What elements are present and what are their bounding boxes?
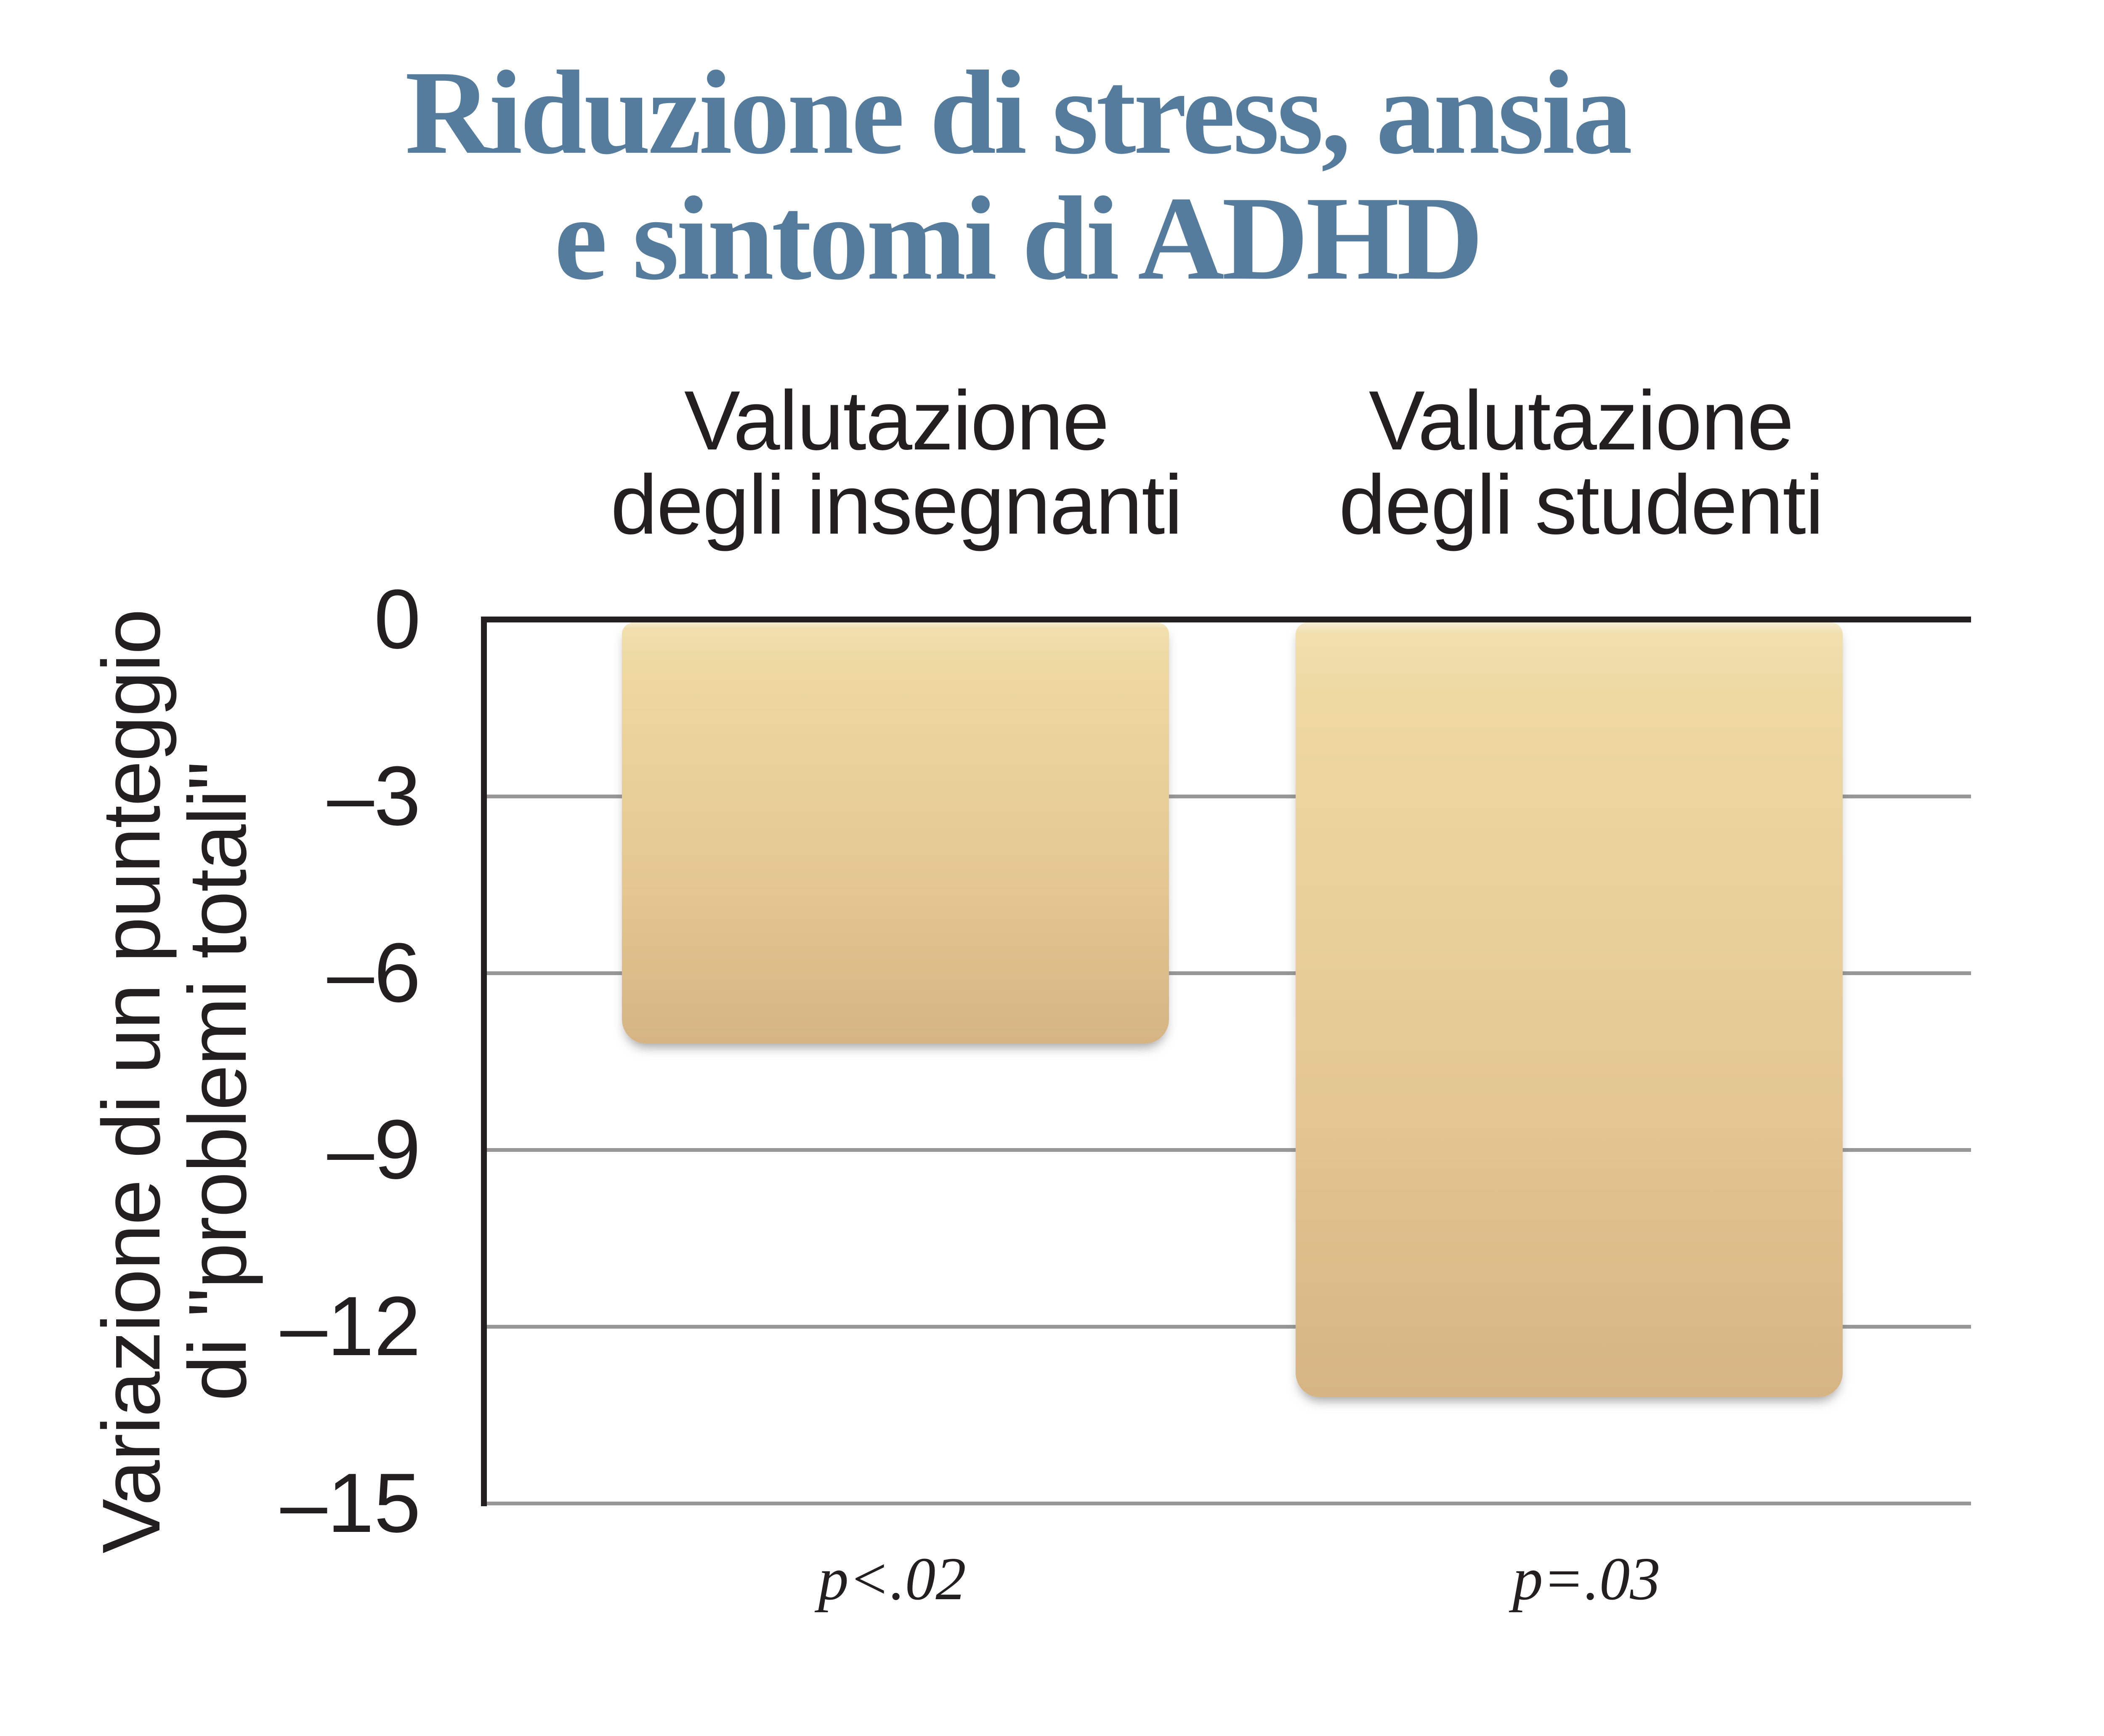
bar-1 bbox=[1296, 622, 1843, 1397]
p-value-label-1: p=.03 bbox=[1512, 1545, 1660, 1613]
p-value-label-0: p<.02 bbox=[818, 1545, 966, 1613]
column-header-0-line-1: degli insegnanti bbox=[611, 458, 1183, 552]
x-axis-zero-line bbox=[481, 617, 1971, 622]
column-header-1-line-0: Valutazione bbox=[1368, 374, 1794, 468]
chart-title: Riduzione di stress, ansia e sintomi di … bbox=[92, 46, 1943, 305]
chart-title-line-2: e sintomi di ADHD bbox=[554, 172, 1483, 305]
gridline--3 bbox=[484, 794, 1971, 798]
y-axis-line bbox=[481, 617, 487, 1506]
column-header-0: Valutazione degli insegnanti bbox=[433, 379, 1359, 547]
y-tick-label--15: –15 bbox=[280, 1456, 421, 1550]
column-header-1: Valutazione degli studenti bbox=[1118, 379, 2044, 547]
y-tick-label--6: –6 bbox=[327, 926, 421, 1020]
column-header-0-line-0: Valutazione bbox=[684, 374, 1109, 468]
y-tick-label--3: –3 bbox=[327, 749, 421, 843]
chart-title-line-1: Riduzione di stress, ansia bbox=[405, 46, 1633, 179]
gridline--9 bbox=[484, 1148, 1971, 1152]
y-tick-label--12: –12 bbox=[280, 1279, 421, 1373]
bar-0 bbox=[622, 622, 1169, 1044]
column-header-1-line-1: degli studenti bbox=[1339, 458, 1824, 552]
y-tick-label--9: –9 bbox=[327, 1103, 421, 1196]
y-tick-label-0: 0 bbox=[374, 572, 421, 666]
gridline--15 bbox=[484, 1501, 1971, 1505]
gridline--12 bbox=[484, 1324, 1971, 1329]
gridline--6 bbox=[484, 971, 1971, 975]
